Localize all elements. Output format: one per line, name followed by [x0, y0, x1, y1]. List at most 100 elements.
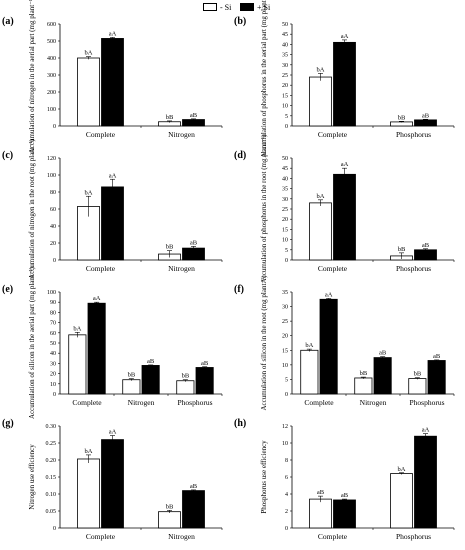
data-label-h: aB	[317, 489, 325, 496]
y-tick-label-d: 25	[282, 207, 288, 213]
y-tick-label-e: 30	[50, 361, 56, 367]
y-tick-label-h: 8	[285, 458, 288, 464]
data-label-b: bA	[317, 66, 325, 73]
y-tick-label-g: 0.25	[46, 441, 57, 447]
x-tick-label-b: Complete	[318, 130, 348, 139]
bar-e-minus-si	[176, 380, 195, 395]
legend-label-plus-si: + Si	[257, 2, 271, 12]
chart-panel-f: (f) 0 5 10 15 20 25 30 35 Accumulation of silicon…	[232, 275, 464, 416]
x-tick-label-d: Phosphorus	[396, 264, 431, 273]
y-tick-label-d: 5	[285, 248, 288, 254]
bar-h-plus-si	[414, 435, 437, 529]
data-label-f: bB	[414, 371, 422, 378]
bar-f-plus-si	[373, 357, 392, 395]
bar-a-plus-si	[182, 119, 205, 127]
legend-item-plus-si: + Si	[240, 2, 270, 12]
y-tick-label-h: 6	[285, 475, 288, 481]
panel-label-f: (f)	[234, 284, 244, 295]
x-tick-label-a: Nitrogen	[168, 130, 195, 139]
x-tick-label-e: Phosphorus	[177, 398, 212, 407]
data-label-e: bA	[73, 325, 81, 332]
bar-g-minus-si	[77, 458, 100, 529]
x-tick-label-g: Complete	[86, 532, 116, 541]
data-label-g: aA	[109, 429, 117, 436]
data-label-a: bA	[85, 50, 93, 57]
y-tick-label-a: 100	[47, 107, 56, 113]
y-tick-label-a: 0	[53, 124, 56, 130]
legend-label-minus-si: - Si	[220, 2, 232, 12]
bar-e-minus-si	[122, 379, 141, 395]
bar-c-plus-si	[101, 186, 124, 261]
y-tick-label-h: 12	[282, 424, 288, 430]
y-tick-label-b: 20	[282, 83, 288, 89]
y-tick-label-e: 90	[50, 300, 56, 306]
y-tick-label-f: 10	[282, 363, 288, 369]
bar-f-minus-si	[300, 349, 319, 395]
bar-e-minus-si	[68, 334, 87, 395]
data-label-f: bB	[360, 370, 368, 377]
data-label-d: aA	[341, 161, 349, 168]
bar-d-plus-si	[333, 173, 356, 261]
y-tick-label-d: 40	[282, 176, 288, 182]
bar-h-plus-si	[333, 499, 356, 529]
data-label-g: bB	[166, 503, 174, 510]
chart-panel-e: (e) 0 10 20 30 40 50 60 70 80 90 100 Accumulation of…	[0, 266, 232, 419]
data-label-f: aA	[325, 291, 333, 298]
chart-svg-d: (d) 0 5 10 15 20 25 30 35 40 45 50 Accumulation of p…	[234, 134, 455, 283]
panel-label-b: (b)	[234, 16, 246, 27]
y-axis-title-h: Phosphorus use efficiency	[260, 440, 268, 514]
y-tick-label-f: 20	[282, 334, 288, 340]
data-label-c: bB	[166, 244, 174, 251]
panel-label-h: (h)	[234, 418, 246, 429]
y-tick-label-d: 0	[285, 258, 288, 264]
y-tick-label-b: 50	[282, 22, 288, 28]
x-tick-label-a: Complete	[86, 130, 116, 139]
bar-f-plus-si	[319, 298, 338, 395]
data-label-e: bB	[182, 373, 190, 380]
y-tick-label-c: 100	[47, 173, 56, 179]
y-axis-title-c: Accumulation of nitrogen in the root (mg…	[28, 138, 36, 278]
bar-f-plus-si	[427, 360, 446, 395]
chart-svg-b: (b) 0 5 10 15 20 25 30 35 40 45 50 Accumulation of p…	[234, 0, 455, 158]
y-tick-label-g: 0.10	[46, 492, 57, 498]
data-label-g: bA	[85, 448, 93, 455]
y-tick-label-f: 5	[285, 377, 288, 383]
y-tick-label-e: 20	[50, 372, 56, 378]
chart-svg-g: (g) 0 0.05 0.10 0.15 0.20 0.25 0.30 Nitrogen use…	[2, 418, 223, 541]
data-label-e: bB	[128, 372, 136, 379]
data-label-a: aB	[190, 112, 198, 119]
data-label-h: aB	[341, 492, 349, 499]
x-tick-label-c: Complete	[86, 264, 116, 273]
data-label-h: bA	[398, 466, 406, 473]
chart-svg-e: (e) 0 10 20 30 40 50 60 70 80 90 100 Accumulation of…	[2, 266, 223, 419]
y-tick-label-f: 15	[282, 348, 288, 354]
legend: - Si + Si	[0, 0, 465, 14]
data-label-b: aB	[422, 112, 430, 119]
bar-e-plus-si	[195, 367, 214, 395]
data-label-g: aB	[190, 483, 198, 490]
bar-b-minus-si	[309, 76, 332, 127]
data-label-d: aB	[422, 242, 430, 249]
data-label-f: aB	[433, 353, 441, 360]
y-tick-label-e: 60	[50, 331, 56, 337]
y-tick-label-b: 40	[282, 42, 288, 48]
y-tick-label-b: 5	[285, 114, 288, 120]
y-axis-title-g: Nitrogen use efficiency	[28, 444, 36, 510]
data-label-c: aB	[190, 239, 198, 246]
data-label-a: bB	[166, 114, 174, 121]
y-tick-label-h: 4	[285, 492, 288, 498]
y-tick-label-c: 20	[50, 241, 56, 247]
x-tick-label-h: Complete	[318, 532, 348, 541]
y-tick-label-f: 25	[282, 319, 288, 325]
y-axis-title-f: Accumulation of silicon in the root (mg …	[260, 275, 268, 411]
bar-a-plus-si	[101, 38, 124, 127]
chart-svg-c: (c) 0 20 40 60 80 100 120 Accumulation of nitrog…	[2, 138, 223, 279]
y-tick-label-e: 50	[50, 341, 56, 347]
y-tick-label-b: 45	[282, 32, 288, 38]
data-label-b: aA	[341, 33, 349, 40]
y-tick-label-b: 25	[282, 73, 288, 79]
chart-svg-f: (f) 0 5 10 15 20 25 30 35 Accumulation of silicon…	[234, 275, 455, 411]
y-tick-label-e: 0	[53, 392, 56, 398]
data-label-d: bB	[398, 246, 406, 253]
chart-svg-h: (h) 0 2 4 6 8 10 12 Phosphorus use efficiency Com…	[234, 418, 455, 541]
